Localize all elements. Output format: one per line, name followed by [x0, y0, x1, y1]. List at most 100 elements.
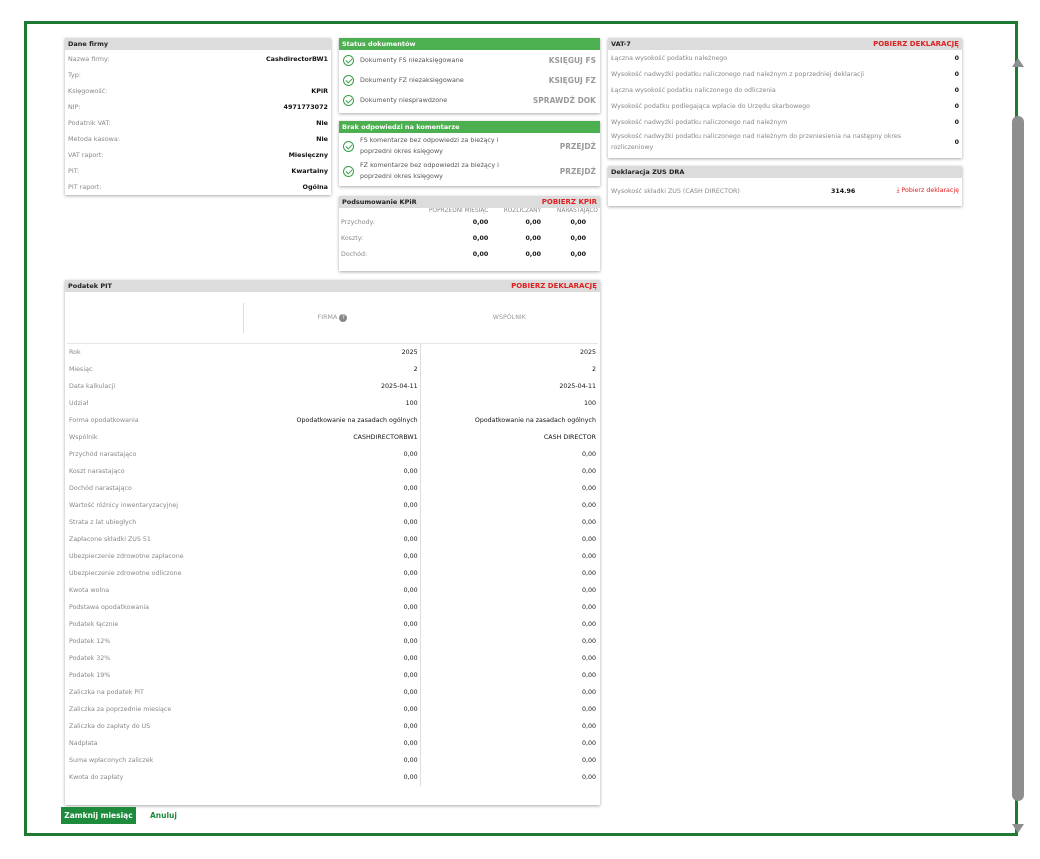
- zus-title: Deklaracja ZUS DRA: [608, 166, 962, 178]
- comments-card: Brak odpowiedzi na komentarze FS komenta…: [339, 121, 600, 186]
- table-row: Ubezpieczenie zdrowotne odliczone 0,00 0,0…: [67, 565, 598, 582]
- download-zus-label: Pobierz deklarację: [901, 187, 959, 194]
- check-circle-icon: [343, 74, 354, 86]
- doc-status-label: Dokumenty FZ niezaksięgowane: [360, 76, 464, 84]
- row-label: PIT raport:: [68, 183, 102, 191]
- close-month-button[interactable]: Zamknij miesiąc: [61, 807, 136, 824]
- table-row: Wspólnik CASHDIRECTORBW1 CASH DIRECTOR: [67, 429, 598, 446]
- help-icon[interactable]: ?: [339, 313, 348, 322]
- kpir-cell: 0,00: [570, 234, 586, 242]
- table-row: Podatek 19% 0,00 0,00: [67, 667, 598, 684]
- comment-label: FZ komentarze bez odpowiedzi za bieżący …: [360, 160, 499, 182]
- company-row: VAT raport: Miesięczny: [65, 147, 331, 163]
- kpir-row: Koszty: 0,00 0,00 0,00: [339, 230, 600, 246]
- table-row: Zapłacone składki ZUS 51 0,00 0,00: [67, 531, 598, 548]
- go-fs-comments-button[interactable]: PRZEJDŹ: [559, 141, 596, 151]
- vat-card: VAT-7 POBIERZ DEKLARACJĘ Łączna wysokość …: [608, 38, 962, 158]
- book-fs-button[interactable]: KSIĘGUJ FS: [548, 55, 596, 65]
- row-value: Nie: [316, 119, 328, 127]
- kpir-cell: 0,00: [525, 234, 542, 242]
- vat-row: Wysokość nadwyżki podatku naliczonego na…: [608, 66, 962, 82]
- check-circle-icon: [343, 94, 354, 106]
- row-label: Metoda kasowa:: [68, 135, 120, 143]
- comment-row: FZ komentarze bez odpowiedzi za bieżący …: [339, 159, 600, 183]
- kpir-col-header: ROZLICZANY: [503, 208, 542, 214]
- pit-col-wspolnik: WSPÓLNIK: [492, 314, 526, 321]
- kpir-cell: 0,00: [570, 250, 586, 258]
- vat-row: Wysokość nadwyżki podatku naliczonego na…: [608, 114, 962, 130]
- table-row: Udział 100 100: [67, 395, 598, 412]
- download-pit-declaration-link[interactable]: POBIERZ DEKLARACJĘ: [511, 282, 597, 290]
- comment-line-2: poprzedni okres księgowy: [360, 172, 443, 180]
- check-circle-icon: [343, 54, 354, 66]
- row-label: Nazwa firmy:: [68, 55, 110, 63]
- row-value: Ogólna: [302, 183, 328, 191]
- vat-row-label: Wysokość nadwyżki podatku naliczonego na…: [611, 70, 865, 78]
- kpir-cell: 0,00: [525, 218, 542, 226]
- pit-title: Podatek PIT POBIERZ DEKLARACJĘ: [65, 280, 600, 292]
- kpir-row-label: Koszty:: [341, 234, 364, 242]
- row-label: PIT:: [68, 167, 80, 175]
- table-row: Dochód narastająco 0,00 0,00: [67, 480, 598, 497]
- scroll-thumb[interactable]: [1012, 116, 1024, 801]
- row-label: Typ:: [68, 71, 81, 79]
- comment-row: FS komentarze bez odpowiedzi za bieżący …: [339, 133, 600, 159]
- vat-row-value: 0: [954, 54, 959, 62]
- table-row: Zaliczka do zapłaty do US 0,00 0,00: [67, 718, 598, 735]
- check-circle-icon: [343, 165, 354, 177]
- company-row: PIT raport: Ogólna: [65, 179, 331, 195]
- table-row: Podatek 12% 0,00 0,00: [67, 633, 598, 650]
- table-row: Kwota wolna 0,00 0,00: [67, 582, 598, 599]
- doc-status-label: Dokumenty FS niezaksięgowane: [360, 56, 464, 64]
- scroll-down-icon[interactable]: [1012, 824, 1024, 833]
- kpir-cell: 0,00: [525, 250, 542, 258]
- book-fz-button[interactable]: KSIĘGUJ FZ: [548, 75, 596, 85]
- vat-row: Wysokość podatku podlegająca wpłacie do …: [608, 98, 962, 114]
- company-row: Podatnik VAT: Nie: [65, 115, 331, 131]
- vat-row-value: 0: [954, 118, 959, 126]
- vertical-scrollbar[interactable]: [1012, 58, 1024, 833]
- download-zus-link[interactable]: ⤓ Pobierz deklarację: [897, 187, 959, 195]
- doc-status-row: Dokumenty FZ niezaksięgowane KSIĘGUJ FZ: [339, 70, 600, 90]
- vat-row: Wysokość nadwyżki podatku naliczonego na…: [608, 130, 962, 154]
- kpir-title-text: Podsumowanie KPiR: [342, 198, 417, 206]
- vat-row-value: 0: [954, 102, 959, 110]
- table-row: Zaliczka za poprzednie miesiące 0,00 0,00: [67, 701, 598, 718]
- kpir-row-label: Dochód:: [341, 250, 368, 258]
- table-row: Przychód narastająco 0,00 0,00: [67, 446, 598, 463]
- row-value: 4971773072: [283, 103, 328, 111]
- kpir-header-row: POPRZEDNI MIESIĄC ROZLICZANY NARASTAJĄCO: [339, 208, 600, 214]
- row-label: NIP:: [68, 103, 81, 111]
- company-card: Dane firmy Nazwa firmy: CashdirectorBW1 T…: [65, 38, 331, 195]
- kpir-col-header: POPRZEDNI MIESIĄC: [429, 208, 489, 214]
- company-row: Księgowość: KPiR: [65, 83, 331, 99]
- comment-line-1: FZ komentarze bez odpowiedzi za bieżący …: [360, 161, 499, 169]
- row-value: Miesięczny: [288, 151, 328, 159]
- vat-row-value: 0: [954, 138, 959, 146]
- kpir-row: Przychody: 0,00 0,00 0,00: [339, 214, 600, 230]
- table-row: Podatek łącznie 0,00 0,00: [67, 616, 598, 633]
- check-docs-button[interactable]: SPRAWDŹ DOK: [532, 95, 596, 105]
- kpir-cell: 0,00: [472, 218, 489, 226]
- vat-row-label: Łączna wysokość podatku naliczonego do o…: [611, 86, 776, 94]
- doc-status-card: Status dokumentów Dokumenty FS niezaksię…: [339, 38, 600, 113]
- pit-col-firma: FIRMA ?: [243, 302, 420, 333]
- table-row: Podstawa opodatkowania 0,00 0,00: [67, 599, 598, 616]
- kpir-cell: 0,00: [570, 218, 586, 226]
- row-label: Podatnik VAT:: [68, 119, 111, 127]
- row-value: Nie: [316, 135, 328, 143]
- table-row: Rok 2025 2025: [67, 344, 598, 361]
- go-fz-comments-button[interactable]: PRZEJDŹ: [559, 166, 596, 176]
- download-kpir-link[interactable]: POBIERZ KPIR: [541, 198, 597, 206]
- kpir-title: Podsumowanie KPiR POBIERZ KPIR: [339, 196, 600, 208]
- kpir-row: Dochód: 0,00 0,00 0,00: [339, 246, 600, 262]
- comments-title: Brak odpowiedzi na komentarze: [339, 121, 600, 133]
- scroll-up-icon[interactable]: [1012, 58, 1024, 67]
- comment-line-2: poprzedni okres księgowy: [360, 147, 443, 155]
- cancel-button[interactable]: Anuluj: [150, 811, 177, 820]
- pit-header: FIRMA ? WSPÓLNIK: [67, 292, 598, 344]
- download-vat-declaration-link[interactable]: POBIERZ DEKLARACJĘ: [873, 40, 959, 48]
- row-value: Kwartalny: [291, 167, 328, 175]
- kpir-card: Podsumowanie KPiR POBIERZ KPIR POPRZEDNI …: [339, 196, 600, 271]
- vat-row: Łączna wysokość podatku należnego 0: [608, 50, 962, 66]
